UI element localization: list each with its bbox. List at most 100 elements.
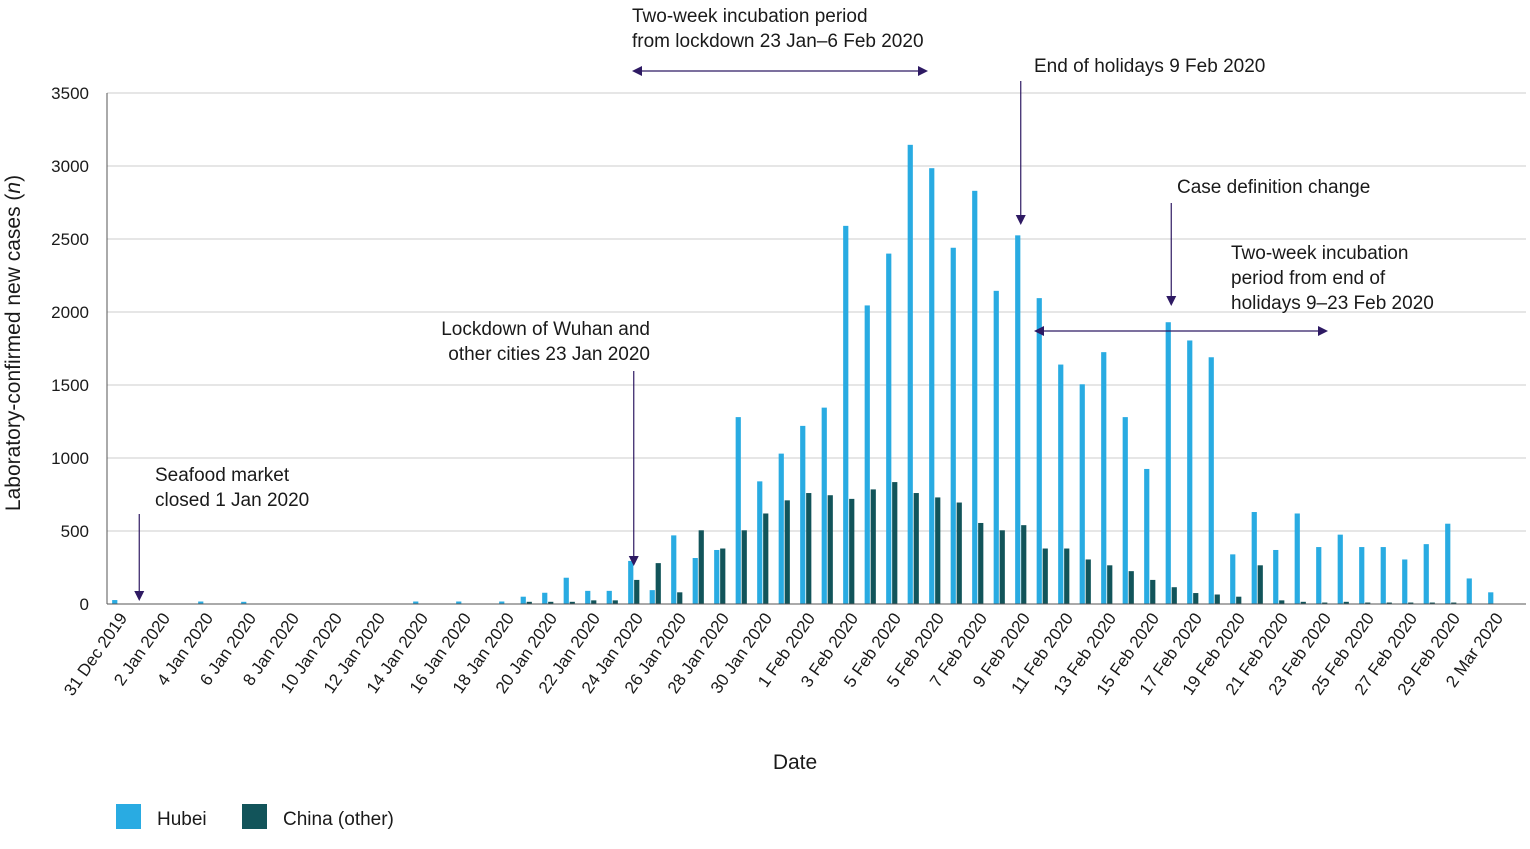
bars xyxy=(112,144,1494,605)
bar-china-other xyxy=(870,489,876,604)
bar-china-other xyxy=(655,563,661,604)
bar-hubei xyxy=(585,590,591,604)
bar-hubei xyxy=(542,592,548,604)
bar-hubei xyxy=(1208,357,1214,604)
bar-hubei xyxy=(563,577,569,604)
bar-hubei xyxy=(241,601,247,604)
y-tick-label: 1000 xyxy=(51,449,89,468)
bar-china-other xyxy=(634,579,640,604)
bar-china-other xyxy=(1343,601,1349,604)
bar-china-other xyxy=(1150,579,1156,604)
bar-china-other xyxy=(827,495,833,604)
annotation-end-of-holidays: End of holidays 9 Feb 2020 xyxy=(1034,56,1265,77)
arrow-head xyxy=(1166,296,1177,306)
y-tick-labels: 0 500 1000 1500 2000 2500 3000 3500 xyxy=(51,84,89,614)
bar-hubei xyxy=(1144,468,1150,604)
annotation-incubation-lockdown: from lockdown 23 Jan–6 Feb 2020 xyxy=(632,31,924,52)
annotation-case-definition: Case definition change xyxy=(1177,177,1370,198)
bar-china-other xyxy=(548,601,554,604)
legend-swatch-china-other xyxy=(242,804,267,829)
y-tick-label: 2000 xyxy=(51,303,89,322)
bar-hubei xyxy=(778,453,784,604)
bar-china-other xyxy=(1279,600,1285,604)
bar-hubei xyxy=(499,601,505,604)
bar-hubei xyxy=(1079,384,1085,604)
legend: Hubei China (other) xyxy=(116,804,394,830)
bar-hubei xyxy=(1273,549,1279,604)
bar-hubei xyxy=(1058,364,1064,604)
bar-china-other xyxy=(612,600,618,604)
bar-hubei xyxy=(456,601,462,604)
arrow-head xyxy=(918,66,928,76)
bar-china-other xyxy=(1107,565,1113,604)
arrow-head xyxy=(1015,215,1026,225)
bar-china-other xyxy=(1085,559,1091,604)
bar-china-other xyxy=(526,601,532,604)
annotation-incubation-holidays: period from end of xyxy=(1231,268,1386,289)
y-tick-label: 1500 xyxy=(51,376,89,395)
annotation-incubation-holidays: Two-week incubation xyxy=(1231,243,1408,264)
bar-china-other xyxy=(1021,525,1027,604)
bar-china-other xyxy=(1429,602,1435,604)
bar-china-other xyxy=(978,522,984,604)
bar-hubei xyxy=(1101,352,1107,604)
bar-hubei xyxy=(1187,340,1193,604)
x-axis-title: Date xyxy=(773,751,817,774)
bar-hubei xyxy=(1380,547,1386,604)
bar-hubei xyxy=(929,168,935,604)
y-tick-label: 0 xyxy=(80,595,89,614)
bar-hubei xyxy=(821,407,827,604)
bar-hubei xyxy=(1122,417,1128,604)
bar-china-other xyxy=(1408,602,1414,604)
bar-china-other xyxy=(1257,565,1263,604)
bar-hubei xyxy=(649,590,655,604)
bar-hubei xyxy=(972,190,978,604)
bar-hubei xyxy=(671,535,677,604)
bar-hubei xyxy=(413,601,419,604)
bar-china-other xyxy=(935,497,941,604)
bar-hubei xyxy=(628,560,634,604)
bar-hubei xyxy=(1036,298,1042,604)
bar-hubei xyxy=(198,601,204,604)
arrow-head xyxy=(1318,326,1328,336)
bar-china-other xyxy=(569,601,575,604)
bar-hubei xyxy=(1445,523,1451,604)
bar-china-other xyxy=(784,500,790,604)
bar-china-other xyxy=(1322,602,1328,604)
bar-hubei xyxy=(1423,544,1429,604)
bar-china-other xyxy=(1064,548,1070,604)
y-tick-label: 2500 xyxy=(51,230,89,249)
bar-hubei xyxy=(714,549,720,604)
bar-hubei xyxy=(1402,559,1408,604)
bar-china-other xyxy=(763,513,769,604)
bar-china-other xyxy=(1193,593,1199,604)
bar-hubei xyxy=(1337,534,1343,604)
bar-china-other xyxy=(1386,602,1392,604)
bar-hubei xyxy=(1015,235,1021,604)
gridlines xyxy=(107,92,1526,532)
annotation-incubation-holidays: holidays 9–23 Feb 2020 xyxy=(1231,293,1434,314)
bar-hubei xyxy=(1488,592,1494,604)
bar-china-other xyxy=(849,498,855,604)
bar-china-other xyxy=(1042,548,1048,604)
annotation-lockdown: other cities 23 Jan 2020 xyxy=(448,344,650,365)
bar-china-other xyxy=(698,530,704,604)
bar-hubei xyxy=(1165,322,1171,604)
bar-china-other xyxy=(720,548,726,604)
legend-label-hubei: Hubei xyxy=(157,809,207,830)
bar-hubei xyxy=(1230,554,1236,604)
bar-china-other xyxy=(913,493,919,604)
bar-hubei xyxy=(520,596,526,604)
bar-china-other xyxy=(1365,602,1371,604)
bar-china-other xyxy=(1128,571,1134,604)
annotations: Seafood market closed 1 Jan 2020 Lockdown … xyxy=(134,6,1434,601)
bar-china-other xyxy=(741,530,747,604)
y-tick-label: 3000 xyxy=(51,157,89,176)
arrow-head xyxy=(632,66,642,76)
bar-hubei xyxy=(757,481,763,604)
bar-hubei xyxy=(692,558,698,604)
legend-swatch-hubei xyxy=(116,804,141,829)
annotation-lockdown: Lockdown of Wuhan and xyxy=(441,319,650,340)
